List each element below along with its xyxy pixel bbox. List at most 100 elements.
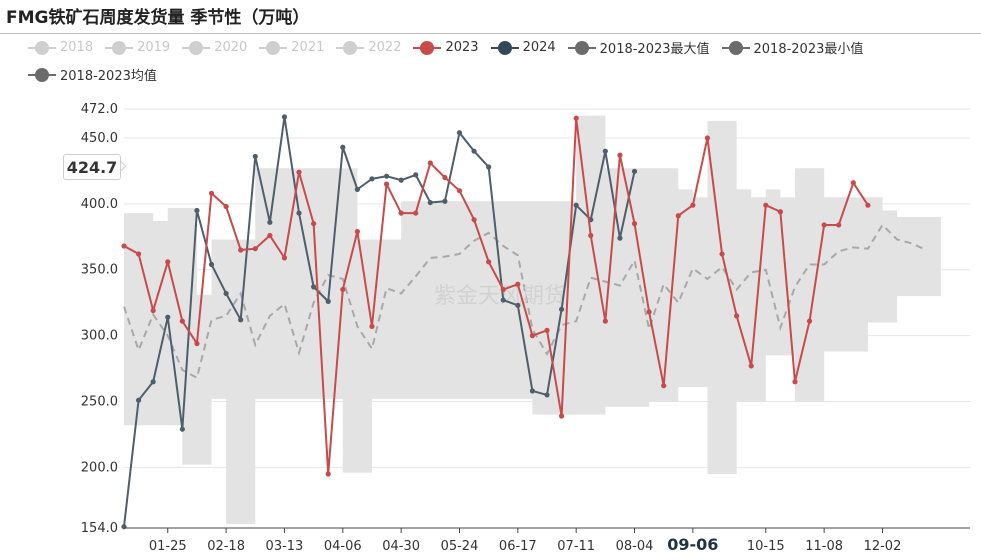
- y-tick-label: 450.0: [81, 131, 118, 146]
- legend-label: 2019: [137, 40, 171, 55]
- legend-item-2023[interactable]: 2023: [413, 38, 479, 57]
- data-point-2023: [369, 323, 375, 330]
- data-point-2023: [354, 228, 360, 235]
- data-point-2024: [296, 210, 302, 216]
- x-tick-label: 04-30: [382, 539, 420, 554]
- data-point-2023: [135, 251, 142, 257]
- data-point-2023: [763, 202, 769, 208]
- legend-item-2020[interactable]: 2020: [182, 38, 247, 57]
- data-point-2024: [471, 148, 477, 154]
- data-point-2024: [500, 297, 506, 303]
- data-point-2023: [821, 222, 827, 228]
- data-point-2024: [135, 397, 142, 403]
- data-point-2023: [529, 333, 536, 339]
- data-point-2023: [150, 307, 156, 314]
- hover-value-text: 424.7: [66, 157, 118, 177]
- data-point-2023: [631, 221, 638, 227]
- data-point-2023: [704, 135, 711, 141]
- circle-dot-icon: [28, 67, 56, 82]
- data-point-2023: [442, 174, 448, 181]
- data-point-2023: [471, 217, 477, 223]
- legend-label: 2018: [60, 40, 94, 55]
- data-point-2024: [194, 207, 200, 214]
- data-point-2024: [617, 235, 623, 241]
- data-point-2024: [529, 388, 536, 394]
- data-point-2024: [631, 168, 638, 174]
- legend-label: 2022: [368, 40, 402, 55]
- data-point-2024: [398, 177, 404, 183]
- y-tick-label: 154.0: [81, 521, 118, 536]
- data-point-2023: [194, 340, 200, 347]
- legend-label: 2018-2023最小值: [753, 42, 864, 57]
- data-point-2023: [427, 160, 433, 166]
- data-point-2023: [646, 309, 652, 315]
- data-point-2023: [515, 281, 521, 287]
- legend-item-2024[interactable]: 2024: [490, 38, 556, 57]
- y-tick-label: 472.0: [81, 102, 118, 117]
- data-point-2024: [179, 426, 185, 432]
- y-tick-label: 350.0: [81, 263, 118, 278]
- data-point-2023: [675, 213, 681, 219]
- legend-item-2018-2023均值[interactable]: 2018-2023均值: [28, 65, 157, 84]
- data-point-2024: [602, 148, 608, 154]
- data-point-2024: [369, 176, 375, 182]
- circle-dot-icon: [490, 40, 519, 55]
- data-point-2023: [719, 251, 725, 257]
- x-tick-label: 07-11: [557, 539, 595, 554]
- min-max-band: [124, 115, 941, 525]
- series-line-2023: [123, 117, 869, 475]
- data-point-2023: [252, 246, 258, 252]
- x-tick-label: 09-06: [667, 535, 718, 554]
- legend-item-2019[interactable]: 2019: [105, 38, 170, 57]
- data-point-2024: [354, 186, 360, 192]
- x-tick-label: 04-06: [324, 539, 362, 554]
- data-point-2023: [500, 286, 506, 293]
- data-point-2023: [208, 190, 215, 196]
- legend-item-2018-2023最小值[interactable]: 2018-2023最小值: [721, 38, 864, 57]
- y-tick-label: 400.0: [81, 197, 118, 212]
- data-point-2024: [325, 298, 331, 304]
- circle-dot-icon: [28, 40, 56, 55]
- circle-dot-icon: [336, 40, 365, 55]
- data-point-2024: [267, 219, 273, 225]
- legend-label: 2024: [522, 40, 556, 55]
- legend-label: 2020: [214, 40, 248, 55]
- data-point-2023: [238, 247, 244, 253]
- data-point-2023: [267, 232, 273, 239]
- data-point-2023: [179, 318, 185, 324]
- data-point-2023: [558, 413, 565, 419]
- data-point-2024: [150, 379, 156, 385]
- watermark-text: 紫金天风期货: [434, 284, 566, 309]
- data-point-2023: [617, 152, 623, 158]
- data-point-2023: [165, 259, 171, 265]
- x-tick-label: 11-08: [805, 539, 843, 554]
- x-tick-label: 10-15: [747, 539, 785, 554]
- data-point-2023: [573, 115, 579, 121]
- legend-item-2018-2023最大值[interactable]: 2018-2023最大值: [567, 38, 710, 57]
- data-point-2024: [311, 284, 317, 290]
- circle-dot-icon: [567, 40, 596, 55]
- data-point-2024: [238, 317, 244, 323]
- data-point-2024: [223, 290, 229, 297]
- chart-title: FMG铁矿石周度发货量 季节性（万吨）: [6, 8, 310, 28]
- x-tick-label: 01-25: [149, 539, 187, 554]
- data-point-2024: [383, 173, 390, 179]
- legend-item-2022[interactable]: 2022: [336, 38, 401, 57]
- data-point-2024: [442, 198, 448, 204]
- data-point-2023: [456, 188, 463, 194]
- legend-item-2018[interactable]: 2018: [28, 38, 93, 57]
- x-tick-label: 02-18: [207, 539, 245, 554]
- data-point-2023: [325, 471, 331, 477]
- data-point-2023: [544, 327, 550, 333]
- y-tick-label: 250.0: [81, 395, 118, 410]
- data-point-2024: [340, 144, 346, 150]
- x-tick-label: 05-24: [441, 539, 479, 554]
- circle-dot-icon: [105, 40, 134, 55]
- circle-dot-icon: [259, 40, 288, 55]
- circle-dot-icon: [721, 40, 750, 55]
- circle-dot-icon: [413, 40, 442, 55]
- data-point-2023: [486, 259, 492, 265]
- legend-label: 2018-2023最大值: [599, 42, 710, 57]
- legend-item-2021[interactable]: 2021: [259, 38, 324, 57]
